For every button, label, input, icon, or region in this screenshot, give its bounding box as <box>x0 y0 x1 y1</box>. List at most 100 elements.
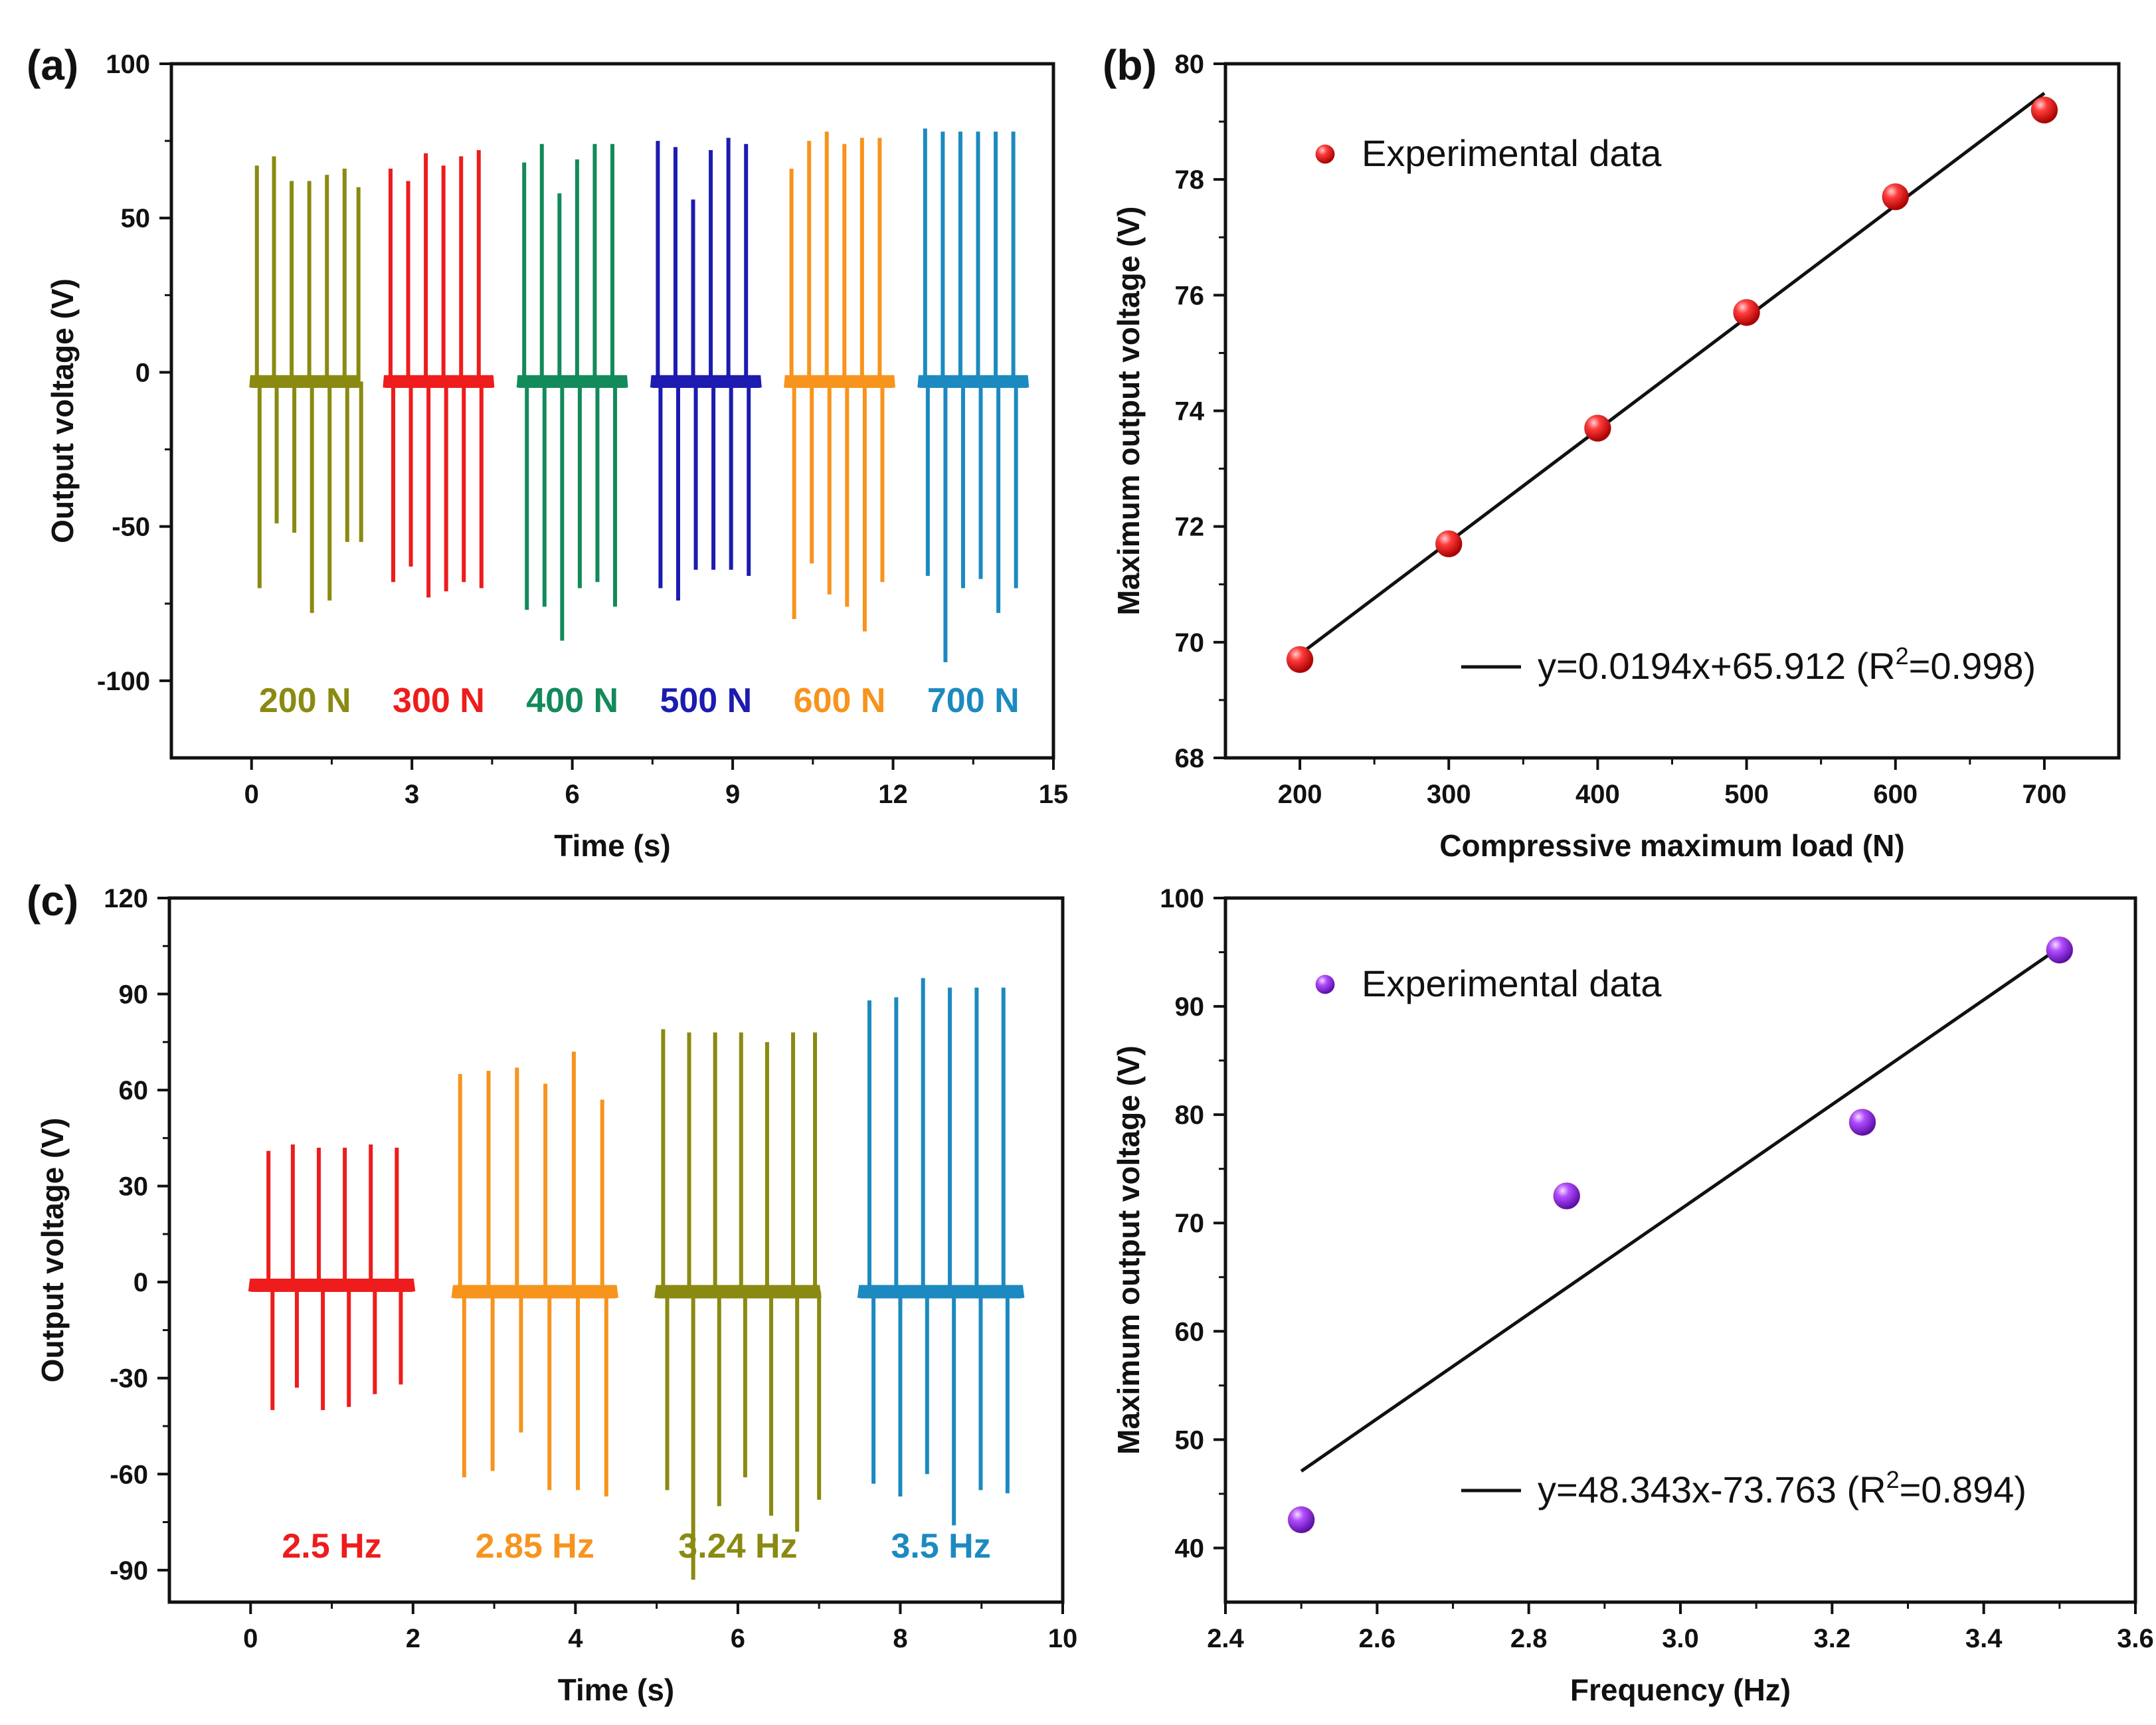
equation-superscript: 2 <box>1896 642 1909 670</box>
y-tick-label: 120 <box>104 884 148 913</box>
series-baseline <box>383 375 495 389</box>
plot-frame <box>167 896 1065 1604</box>
series-baseline <box>784 375 895 389</box>
y-tick-label: 90 <box>119 980 149 1010</box>
series-label: 2.85 Hz <box>476 1527 594 1566</box>
y-tick-label: 90 <box>1175 992 1205 1022</box>
y-tick-label: 60 <box>119 1076 149 1105</box>
x-tick-label: 4 <box>568 1624 583 1653</box>
series-baseline <box>857 1285 1025 1299</box>
series-1: 300 N <box>383 150 495 720</box>
x-tick-label: 8 <box>893 1624 907 1653</box>
x-tick-label: 2 <box>406 1624 420 1653</box>
data-point <box>1848 1109 1876 1136</box>
legend-label: Experimental data <box>1362 962 1662 1004</box>
data-point <box>1435 530 1463 558</box>
y-tick-label: 0 <box>135 358 150 387</box>
panel-c-time-series-by-frequency: 2.5 Hz 2.85 Hz 3.24 Hz 3.5 Hz 0 2 4 6 8 10 -90 -60 -… <box>27 877 1077 1707</box>
series-2: 3.24 Hz <box>654 1029 822 1580</box>
x-tick-label: 300 <box>1427 780 1471 809</box>
data-point <box>1733 298 1761 326</box>
data-point <box>1553 1182 1581 1210</box>
x-tick-label: 600 <box>1873 780 1918 809</box>
data-point <box>2030 96 2058 124</box>
y-tick-label: -100 <box>97 667 150 696</box>
series-1: 2.85 Hz <box>451 1051 618 1566</box>
y-axis-title: Output voltage (V) <box>45 278 80 543</box>
y-tick-label: 50 <box>121 204 151 233</box>
legend-equation: y=0.0194x+65.912 (R2=0.998) <box>1538 642 2036 687</box>
series-0: 200 N <box>249 156 363 720</box>
legend-label: Experimental data <box>1362 132 1662 174</box>
y-tick-label: -90 <box>110 1556 148 1586</box>
y-tick-label: -30 <box>110 1364 148 1394</box>
x-tick-label: 400 <box>1575 780 1620 809</box>
fit-line <box>1300 946 2061 1473</box>
series-3: 3.5 Hz <box>857 978 1025 1566</box>
y-axis-title: Maximum output voltage (V) <box>1111 207 1146 616</box>
series-4: 600 N <box>784 132 895 720</box>
equation-superscript: 2 <box>1886 1466 1900 1493</box>
y-tick-label: 50 <box>1175 1425 1205 1455</box>
panel-b-voltage-vs-load: Experimental data y=0.0194x+65.912 (R2=0.… <box>1103 41 2121 863</box>
series-label: 2.5 Hz <box>282 1527 381 1566</box>
y-tick-label: -60 <box>110 1460 148 1489</box>
series-5: 700 N <box>917 128 1030 720</box>
x-tick-label: 500 <box>1724 780 1769 809</box>
series-2: 400 N <box>516 143 628 720</box>
x-tick-label: 12 <box>878 780 908 809</box>
x-tick-label: 2.8 <box>1510 1624 1548 1653</box>
y-tick-label: 78 <box>1175 165 1205 195</box>
data-point <box>1286 646 1314 674</box>
series-label: 3.5 Hz <box>891 1527 990 1566</box>
x-tick-label: 2.6 <box>1359 1624 1396 1653</box>
panel-d-voltage-vs-frequency: Experimental data y=48.343x-73.763 (R2=0.… <box>1111 884 2154 1707</box>
series-baseline <box>249 375 361 389</box>
x-tick-label: 3.0 <box>1662 1624 1699 1653</box>
x-axis-title: Time (s) <box>554 828 671 863</box>
x-tick-label: 3.4 <box>1965 1624 2003 1653</box>
y-tick-label: 0 <box>134 1268 148 1297</box>
y-tick-label: 80 <box>1175 1101 1205 1130</box>
panel-label: (c) <box>27 877 78 925</box>
data-point <box>2046 936 2074 964</box>
series-label: 300 N <box>393 681 485 720</box>
y-axis-title: Maximum output voltage (V) <box>1111 1045 1146 1455</box>
y-tick-label: 70 <box>1175 628 1205 658</box>
y-tick-label: 30 <box>119 1172 149 1202</box>
y-tick-label: 80 <box>1175 50 1205 79</box>
data-point <box>1882 183 1910 211</box>
panel-label: (a) <box>27 41 78 89</box>
series-label: 500 N <box>660 681 752 720</box>
data-point <box>1287 1506 1315 1534</box>
x-tick-label: 9 <box>725 780 740 809</box>
series-label: 700 N <box>927 681 1020 720</box>
legend-marker <box>1315 974 1335 994</box>
series-label: 3.24 Hz <box>678 1527 797 1566</box>
y-tick-label: 70 <box>1175 1209 1205 1238</box>
y-tick-label: 72 <box>1175 513 1205 542</box>
x-axis-title: Time (s) <box>558 1673 675 1707</box>
series-baseline <box>650 375 762 389</box>
x-tick-label: 10 <box>1048 1624 1078 1653</box>
y-tick-label: 40 <box>1175 1534 1205 1563</box>
x-tick-label: 0 <box>244 780 259 809</box>
y-tick-label: 100 <box>106 50 150 79</box>
y-tick-label: 100 <box>1160 884 1204 913</box>
y-tick-label: 68 <box>1175 744 1205 773</box>
x-tick-label: 700 <box>2022 780 2067 809</box>
y-tick-label: 76 <box>1175 281 1205 310</box>
y-tick-label: -50 <box>112 513 150 542</box>
x-tick-label: 6 <box>731 1624 745 1653</box>
series-baseline <box>248 1278 416 1293</box>
x-tick-label: 15 <box>1039 780 1069 809</box>
x-axis-title: Frequency (Hz) <box>1570 1673 1791 1707</box>
series-label: 600 N <box>794 681 886 720</box>
series-0: 2.5 Hz <box>248 1144 416 1566</box>
series-label: 400 N <box>526 681 618 720</box>
x-tick-label: 200 <box>1278 780 1322 809</box>
series-baseline <box>451 1285 618 1299</box>
fit-line <box>1299 92 2046 656</box>
x-tick-label: 6 <box>565 780 580 809</box>
